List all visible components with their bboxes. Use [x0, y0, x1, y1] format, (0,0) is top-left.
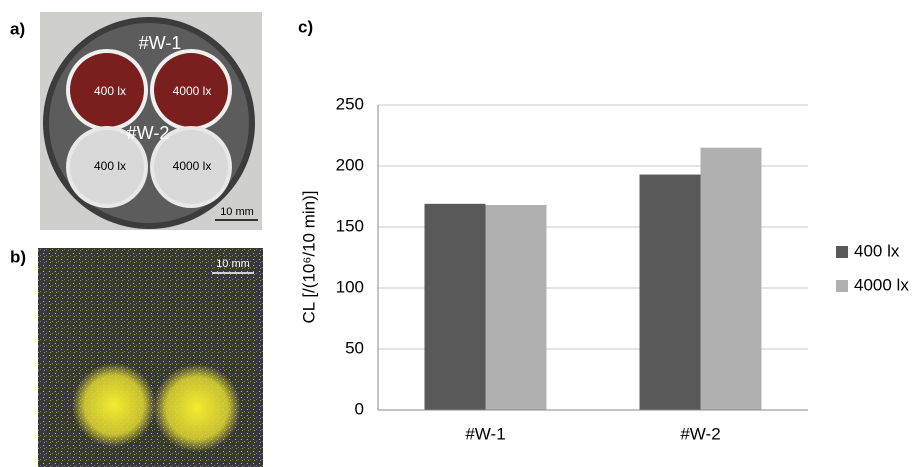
condition-label: 4000 lx [173, 84, 212, 98]
photo-b: 10 mm [38, 248, 263, 467]
scale-bar-label: 10 mm [220, 206, 254, 218]
y-tick-label: 50 [345, 338, 364, 357]
bar [425, 204, 486, 410]
bar [701, 148, 762, 410]
sample-label: #W-2 [127, 123, 170, 143]
x-tick-label: #W-2 [680, 424, 720, 443]
panel-label: b) [10, 247, 26, 266]
y-tick-label: 200 [336, 155, 364, 174]
photo-a: #W-1 400 lx 4000 lx #W-2 400 lx 4000 lx … [40, 12, 262, 230]
condition-label: 400 lx [94, 84, 126, 98]
condition-label: 400 lx [94, 159, 126, 173]
sample-label: #W-1 [139, 33, 182, 53]
condition-label: 4000 lx [173, 159, 212, 173]
scale-bar-label: 10 mm [216, 258, 250, 270]
legend-label: 400 lx [854, 241, 900, 260]
bar [486, 205, 547, 410]
y-tick-label: 150 [336, 216, 364, 235]
panel-label: c) [298, 17, 313, 36]
y-tick-label: 250 [336, 94, 364, 113]
x-tick-label: #W-1 [465, 424, 505, 443]
panel-label: a) [10, 19, 25, 38]
legend-label: 4000 lx [854, 275, 909, 294]
y-tick-label: 0 [355, 399, 364, 418]
y-tick-label: 100 [336, 277, 364, 296]
legend-swatch [836, 280, 848, 292]
legend-swatch [836, 246, 848, 258]
bar [640, 175, 701, 410]
figure: a) b) c) #W-1 400 lx 4000 lx #W-2 400 lx… [0, 0, 921, 467]
y-axis-label: CL [/(10⁶/10 min)] [299, 191, 318, 324]
